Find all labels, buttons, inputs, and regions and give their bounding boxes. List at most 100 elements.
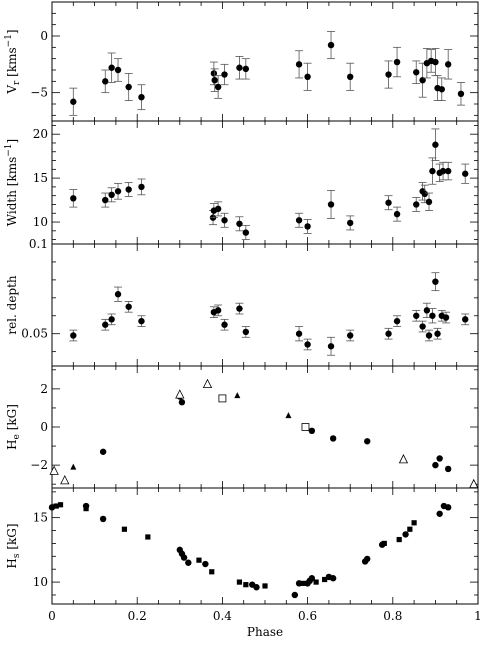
data-point-filled-circle: [327, 41, 335, 49]
y-tick-label: 0.05: [21, 327, 48, 341]
data-point-filled-circle: [393, 210, 401, 218]
data-point-filled-circle: [436, 510, 443, 517]
data-point-filled-circle: [202, 560, 209, 568]
data-point-filled-circle: [385, 71, 392, 78]
data-point-open-square: [218, 394, 227, 403]
data-point-filled-circle: [423, 307, 431, 314]
data-point-filled-circle: [102, 196, 109, 204]
data-point-filled-circle: [242, 65, 250, 73]
x-tick-label: 1: [474, 609, 480, 623]
data-point-filled-circle: [308, 575, 316, 582]
data-point-filled-circle: [457, 90, 465, 98]
data-point-filled-circle: [327, 201, 335, 208]
data-point-filled-circle: [236, 220, 243, 227]
y-tick-label: −2: [30, 458, 48, 472]
data-point-filled-circle: [436, 455, 443, 462]
y-label-unit: [kG]: [5, 404, 19, 434]
data-point-open-triangle: [49, 465, 59, 475]
data-point-filled-circle: [242, 328, 250, 336]
y-tick-label: 15: [33, 171, 48, 185]
data-point-filled-circle: [432, 141, 439, 148]
data-point-filled-circle: [304, 341, 311, 348]
x-axis-label: Phase: [247, 625, 283, 639]
data-point-filled-circle: [438, 86, 445, 93]
data-point-open-triangle: [469, 478, 479, 489]
data-point-filled-circle: [48, 504, 56, 511]
data-point-filled-circle: [327, 343, 335, 350]
data-point-filled-circle: [304, 73, 311, 81]
data-point-filled-circle: [462, 316, 469, 323]
data-point-filled-circle: [364, 555, 371, 563]
data-point-open-triangle: [398, 454, 409, 464]
y-axis-label: Vr [kms−1]: [4, 29, 22, 94]
data-point-filled-circle: [102, 321, 109, 328]
panel-5: 10 15 Hs [kG]: [5, 487, 479, 605]
y-axis-label: Hs [kG]: [5, 523, 22, 568]
data-point-filled-circle: [419, 323, 426, 330]
data-point-filled-circle: [295, 217, 303, 224]
data-point-filled-circle: [429, 167, 436, 175]
data-point-filled-square: [196, 557, 202, 563]
data-point-filled-circle: [125, 186, 132, 193]
data-point-filled-circle: [329, 435, 337, 442]
data-point-filled-circle: [138, 183, 145, 191]
data-point-filled-circle: [434, 330, 441, 337]
data-point-open-triangle: [175, 389, 185, 399]
data-point-filled-circle: [444, 504, 452, 511]
data-point-filled-circle: [210, 70, 218, 77]
data-point-filled-circle: [393, 317, 401, 325]
x-tick-label: 0: [48, 609, 56, 623]
data-point-filled-circle: [442, 314, 450, 321]
y-axis-label: He [kG]: [5, 404, 22, 450]
y-label-close: ]: [5, 139, 19, 144]
y-label-main: rel. depth: [5, 275, 19, 335]
y-label-main: H: [5, 558, 19, 568]
data-point-filled-circle: [221, 321, 228, 328]
data-point-filled-circle: [413, 201, 420, 208]
data-point-filled-square: [121, 526, 128, 532]
data-point-filled-circle: [413, 312, 420, 319]
data-point-filled-circle: [295, 61, 303, 68]
data-point-filled-circle: [70, 332, 77, 339]
data-point-filled-square: [57, 502, 64, 508]
y-axis-label: rel. depth: [5, 275, 19, 335]
data-point-filled-circle: [385, 330, 392, 337]
y-tick-label: 10: [33, 575, 48, 589]
data-point-filled-circle: [393, 58, 401, 66]
data-point-filled-circle: [138, 94, 145, 101]
data-point-filled-circle: [295, 330, 303, 337]
data-point-filled-square: [300, 580, 306, 586]
data-point-filled-circle: [102, 78, 109, 85]
data-point-filled-circle: [425, 332, 433, 339]
y-tick-label: 20: [33, 127, 48, 141]
data-point-filled-circle: [114, 188, 122, 195]
data-point-filled-circle: [444, 167, 452, 175]
data-point-filled-circle: [236, 305, 243, 312]
y-label-sub: s: [12, 553, 22, 558]
y-label-sup: −1: [4, 34, 14, 47]
data-point-filled-circle: [444, 61, 452, 68]
data-point-filled-circle: [214, 83, 222, 91]
y-label-unit: [kms: [5, 47, 19, 80]
data-point-open-triangle: [202, 378, 213, 389]
y-label-sup: −1: [4, 143, 14, 156]
data-point-filled-circle: [114, 66, 122, 74]
y-label-main: Width: [5, 190, 19, 226]
data-point-filled-circle: [347, 332, 354, 339]
data-point-filled-circle: [70, 98, 77, 105]
data-point-filled-circle: [432, 58, 439, 66]
panel-frame: [51, 365, 479, 489]
data-point-filled-circle: [432, 461, 439, 469]
data-point-filled-circle: [402, 531, 409, 538]
data-point-filled-square: [407, 526, 413, 532]
data-point-filled-circle: [329, 575, 337, 582]
y-label-sub: e: [12, 434, 22, 439]
data-point-filled-circle: [295, 580, 303, 587]
data-point-filled-circle: [221, 71, 228, 78]
data-point-filled-circle: [236, 64, 243, 71]
panel-frame: [51, 243, 479, 367]
y-tick-label: 15: [33, 511, 48, 525]
x-tick-label: 0.6: [298, 609, 317, 623]
data-point-open-square: [301, 423, 310, 431]
y-tick-label: 0: [40, 420, 48, 434]
